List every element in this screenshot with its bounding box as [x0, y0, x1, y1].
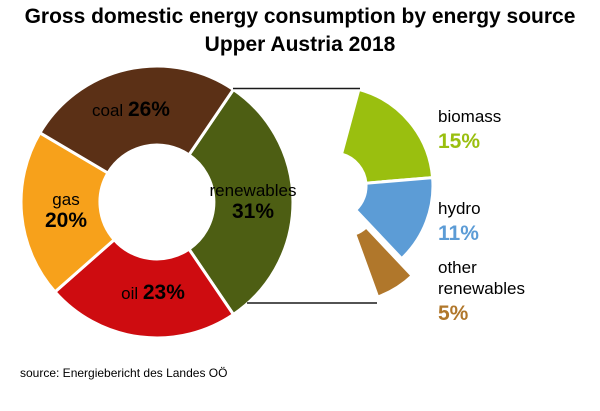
label-biomass: biomass 15%	[438, 106, 501, 154]
label-gas-name: gas	[52, 190, 80, 209]
source-note: source: Energiebericht des Landes OÖ	[20, 366, 228, 380]
main-donut	[19, 64, 295, 340]
chart-title-line1: Gross domestic energy consumption by ene…	[24, 5, 576, 28]
label-gas: gas 20%	[45, 189, 87, 231]
label-coal: coal 26%	[92, 99, 170, 121]
slice-gas	[19, 130, 117, 295]
slice-hydro	[353, 175, 435, 261]
chart-title: Gross domestic energy consumption by ene…	[0, 3, 600, 59]
label-renewables-pct: 31%	[231, 200, 275, 223]
label-other-renewables-pct: 5%	[438, 302, 469, 325]
chart-title-line2: Upper Austria 2018	[204, 33, 396, 56]
label-oil: oil 23%	[121, 282, 185, 304]
breakdown-arc	[339, 87, 435, 299]
label-hydro: hydro 11%	[438, 198, 481, 246]
label-biomass-name: biomass	[438, 107, 502, 126]
slice-coal	[37, 64, 236, 176]
label-oil-name: oil	[121, 284, 139, 303]
label-hydro-pct: 11%	[438, 222, 479, 245]
slice-biomass	[339, 87, 435, 185]
label-coal-name: coal	[92, 101, 124, 120]
label-renewables-name: renewables	[209, 181, 297, 200]
label-gas-pct: 20%	[44, 209, 88, 232]
label-biomass-pct: 15%	[438, 130, 481, 153]
label-hydro-name: hydro	[438, 199, 481, 218]
slice-other-renewables	[352, 224, 415, 299]
label-coal-pct: 26%	[127, 98, 170, 121]
label-other-renewables: other renewables 5%	[438, 257, 542, 326]
slice-renewables	[186, 87, 295, 317]
slice-oil	[52, 237, 236, 340]
label-other-renewables-name: other renewables	[438, 258, 525, 298]
label-oil-pct: 23%	[142, 281, 185, 304]
label-renewables: renewables 31%	[210, 180, 297, 222]
